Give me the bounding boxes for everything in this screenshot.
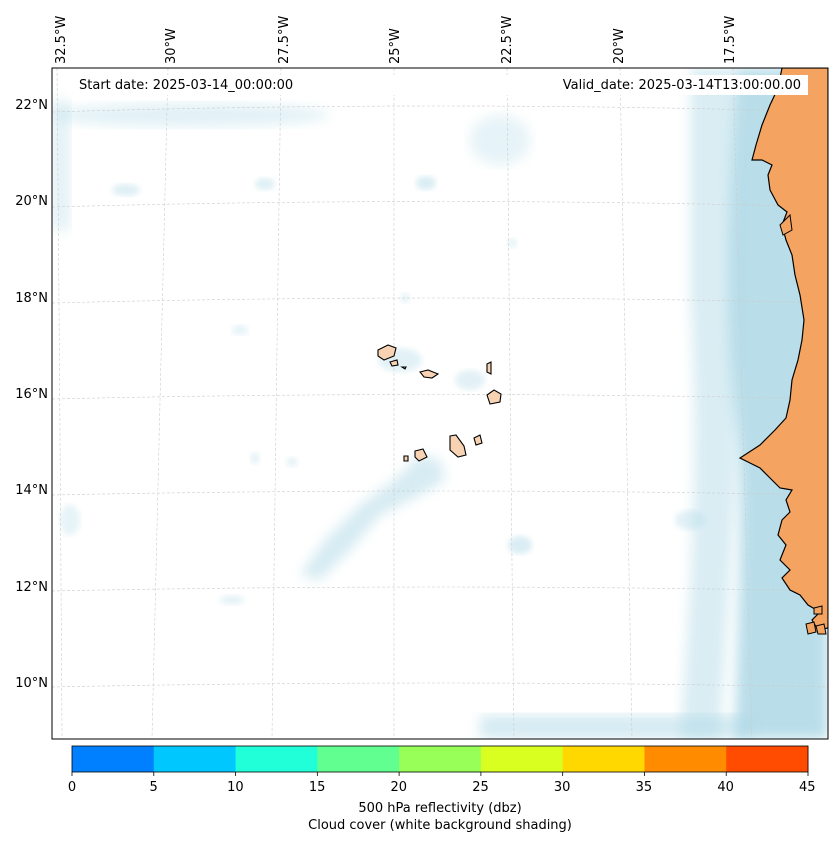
colorbar-tick-label: 10 bbox=[227, 780, 244, 795]
colorbar-tick-label: 30 bbox=[553, 780, 571, 795]
start-date-label: Start date: 2025-03-14_00:00:00 bbox=[79, 78, 294, 93]
cape-verde-islands bbox=[377, 344, 502, 462]
lon-label: 27.5°W bbox=[277, 15, 292, 64]
island-maio bbox=[473, 434, 483, 446]
colorbar-tick-label: 40 bbox=[717, 780, 734, 795]
colorbar-tick-label: 15 bbox=[308, 780, 326, 795]
colorbar-tick-label: 0 bbox=[67, 780, 77, 795]
colorbar-segment bbox=[480, 746, 564, 772]
colorbar-label-cloud-cover: Cloud cover (white background shading) bbox=[308, 818, 572, 833]
colorbar-label-reflectivity: 500 hPa reflectivity (dbz) bbox=[358, 801, 522, 816]
bissagos-island bbox=[813, 605, 823, 615]
island-santa-luzia bbox=[400, 366, 407, 370]
island-sao-vicente bbox=[389, 359, 399, 367]
island-brava bbox=[403, 455, 409, 462]
lat-label: 16°N bbox=[15, 387, 48, 402]
island-sao-nicolau bbox=[419, 369, 440, 379]
colorbar bbox=[71, 745, 809, 776]
africa-landmass bbox=[738, 68, 828, 631]
colorbar-segment bbox=[235, 746, 318, 772]
lon-label: 32.5°W bbox=[54, 15, 69, 64]
island-boa-vista bbox=[486, 389, 502, 405]
lat-label: 10°N bbox=[15, 676, 48, 691]
colorbar-tick-label: 45 bbox=[799, 780, 816, 795]
graticule bbox=[52, 68, 828, 739]
colorbar-segment bbox=[644, 746, 727, 772]
header-box bbox=[70, 75, 808, 95]
colorbar-tick-label: 25 bbox=[472, 780, 489, 795]
island-santo-antao bbox=[377, 344, 397, 361]
lon-label: 17.5°W bbox=[723, 15, 738, 64]
colorbar-segment bbox=[726, 746, 809, 772]
map-frame bbox=[51, 67, 829, 740]
lon-label: 20°W bbox=[612, 28, 627, 64]
lat-label: 14°N bbox=[15, 483, 48, 498]
lat-label: 22°N bbox=[15, 98, 48, 113]
colorbar-segment bbox=[153, 746, 237, 772]
island-sal bbox=[486, 361, 492, 375]
lon-label: 25°W bbox=[388, 28, 403, 64]
colorbar-tick-label: 5 bbox=[149, 780, 158, 795]
lon-label: 30°W bbox=[164, 28, 179, 64]
valid-date-label: Valid_date: 2025-03-14T13:00:00.00 bbox=[562, 78, 801, 93]
coast-inlet bbox=[779, 213, 793, 236]
colorbar-frame bbox=[71, 745, 809, 773]
bissagos-island bbox=[815, 623, 827, 635]
island-santiago bbox=[449, 434, 467, 458]
lat-label: 20°N bbox=[15, 194, 48, 209]
colorbar-segment bbox=[562, 746, 645, 772]
lat-label: 18°N bbox=[15, 291, 48, 306]
colorbar-tick-label: 20 bbox=[390, 780, 408, 795]
island-fogo bbox=[414, 448, 428, 462]
lon-label: 22.5°W bbox=[500, 15, 515, 64]
colorbar-segment bbox=[399, 746, 482, 772]
colorbar-segment bbox=[72, 746, 155, 772]
lat-label: 12°N bbox=[15, 580, 48, 595]
bissagos-island bbox=[805, 621, 817, 635]
colorbar-segment bbox=[317, 746, 400, 772]
colorbar-tick-label: 35 bbox=[635, 780, 653, 795]
